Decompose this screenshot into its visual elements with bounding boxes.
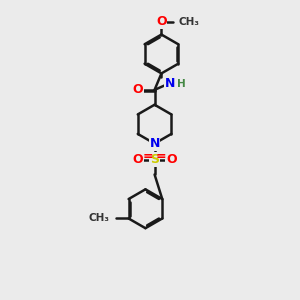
- Text: O: O: [133, 153, 143, 166]
- Text: CH₃: CH₃: [88, 214, 110, 224]
- Text: =: =: [143, 150, 154, 163]
- Text: =: =: [156, 150, 166, 163]
- Text: S: S: [150, 153, 159, 166]
- Text: O: O: [166, 153, 177, 166]
- Text: N: N: [165, 76, 175, 89]
- Text: CH₃: CH₃: [178, 17, 200, 27]
- Text: H: H: [176, 79, 185, 89]
- Text: O: O: [156, 16, 167, 28]
- Text: N: N: [149, 137, 160, 150]
- Text: O: O: [133, 83, 143, 96]
